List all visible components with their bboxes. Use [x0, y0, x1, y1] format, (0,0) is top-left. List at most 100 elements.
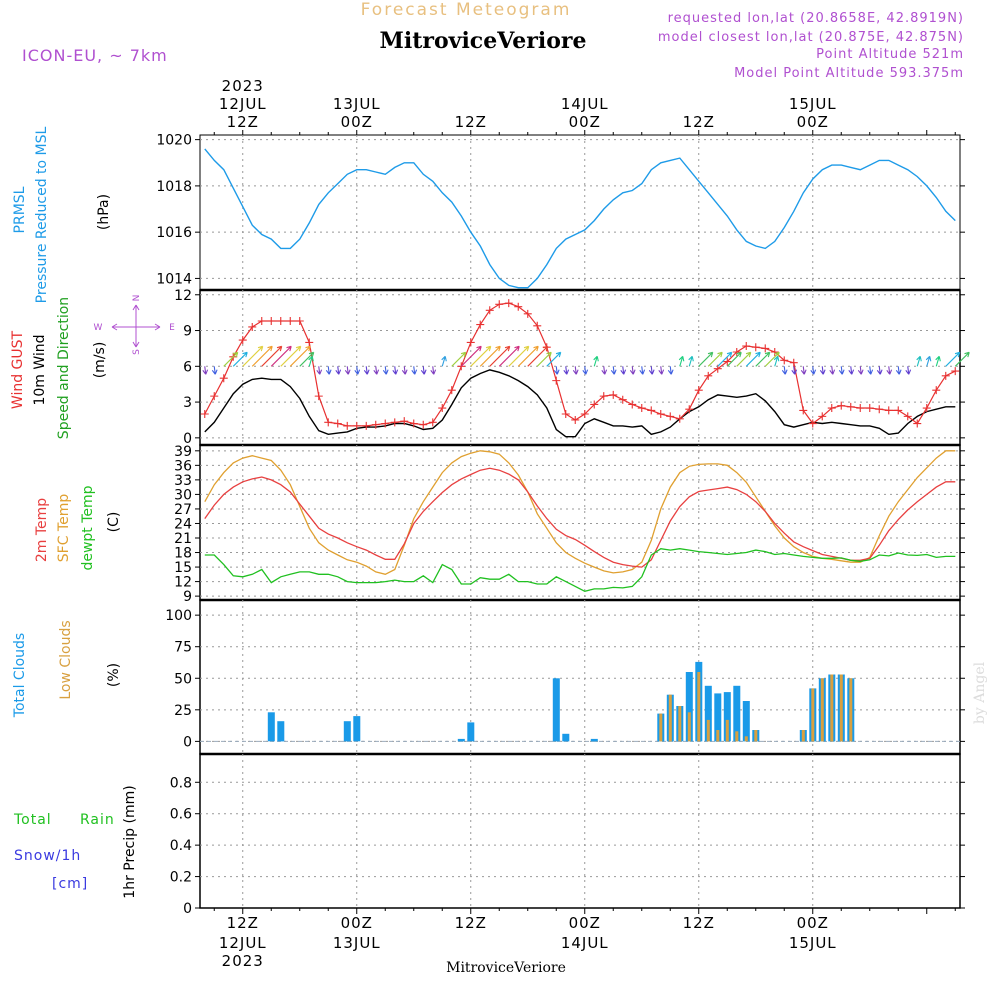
wind-direction-arrow — [289, 345, 311, 367]
wind-direction-arrow — [745, 351, 761, 367]
wind-direction-arrow — [354, 366, 361, 375]
gust-marker — [571, 415, 580, 424]
wind-direction-arrow — [667, 366, 674, 375]
y-tick-label: 1020 — [156, 133, 192, 149]
total-cloud-bar — [723, 692, 731, 742]
top-time-label: 14JUL — [561, 95, 609, 113]
y-tick-label: 75 — [174, 640, 192, 656]
precip-axis-label: 1hr Precip (mm) — [122, 785, 138, 898]
compass-east: E — [169, 323, 175, 333]
top-time-label: 12Z — [227, 113, 259, 131]
wind-direction-arrow — [572, 366, 579, 375]
temp-unit: (C) — [106, 512, 122, 533]
wind-direction-arrow — [470, 345, 492, 367]
bottom-time-label: 12Z — [455, 914, 487, 932]
low-cloud-bar — [735, 731, 739, 742]
gust-marker — [419, 420, 428, 429]
gust-marker — [951, 367, 960, 376]
gust-marker — [219, 374, 228, 383]
product-title: Forecast Meteogram — [361, 0, 572, 20]
gust-marker — [552, 376, 561, 385]
compass-north: N — [132, 295, 142, 302]
gust-marker — [352, 421, 361, 430]
wind-direction-arrow — [773, 355, 780, 367]
y-tick-label: 0 — [183, 431, 192, 447]
top-time-label: 00Z — [797, 113, 829, 131]
wind-direction-arrow — [620, 366, 627, 375]
gust-marker — [884, 406, 893, 415]
wind-direction-arrow — [270, 345, 292, 367]
low-cloud-bar — [687, 712, 691, 742]
total-cloud-bar — [733, 685, 741, 742]
gust-marker — [333, 419, 342, 428]
precip-cm-label: [cm] — [52, 876, 88, 892]
y-tick-label: 9 — [183, 324, 192, 340]
y-tick-label: 25 — [174, 703, 192, 719]
bottom-time-label: 12Z — [683, 914, 715, 932]
footer-station: MitroviceVeriore — [446, 960, 566, 976]
y-tick-label: 0.8 — [170, 775, 192, 791]
wind-direction-arrow — [916, 355, 922, 367]
wind-direction-arrow — [251, 345, 273, 367]
gust-marker — [894, 406, 903, 415]
gust-marker — [808, 419, 817, 428]
wind-direction-arrow — [546, 351, 562, 367]
gust-marker — [723, 357, 732, 366]
gust-marker — [343, 421, 352, 430]
wind-direction-arrow — [717, 351, 733, 367]
wind-unit: (m/s) — [92, 342, 108, 379]
wind-direction-arrow — [945, 351, 961, 367]
y-tick-label: 0 — [183, 734, 192, 750]
closest-coords: model closest lon,lat (20.875E, 42.875N) — [658, 30, 964, 45]
gust-marker — [865, 404, 874, 413]
wind-direction-arrow — [242, 345, 264, 367]
gust-marker — [286, 317, 295, 325]
gust-marker — [580, 410, 589, 418]
total-cloud-bar — [267, 712, 275, 742]
gust-marker — [637, 404, 646, 413]
wind-direction-arrow — [392, 366, 399, 375]
gust-marker — [827, 404, 836, 413]
credit: by Angel — [972, 661, 988, 724]
y-tick-label: 100 — [165, 608, 192, 624]
bottom-time-label: 00Z — [569, 914, 601, 932]
wind-direction-arrow — [460, 345, 482, 367]
gust-marker — [618, 395, 627, 404]
dewpt-line — [204, 548, 956, 592]
gust-marker — [210, 392, 219, 401]
wind-direction-arrow — [935, 355, 941, 367]
gust-marker — [628, 400, 637, 409]
total-cloud-bar — [590, 738, 598, 742]
wind-direction-arrow — [316, 366, 323, 375]
bottom-time-label: 13JUL — [333, 934, 381, 952]
gust-marker — [609, 390, 618, 399]
wind-direction-arrow — [658, 366, 665, 375]
sfc-temp-line — [204, 450, 956, 575]
gust-marker — [761, 344, 770, 353]
low-cloud-bar — [811, 688, 815, 742]
gust-marker — [599, 392, 608, 401]
wind-direction-arrow — [211, 366, 218, 375]
wind-speed-line — [204, 369, 956, 438]
model-label: ICON-EU, ~ 7km — [22, 46, 168, 65]
wind-direction-arrow — [593, 355, 599, 367]
top-time-label: 12Z — [455, 113, 487, 131]
gust-marker — [362, 421, 371, 430]
pressure-unit: (hPa) — [96, 194, 112, 230]
plot-layers — [200, 148, 970, 742]
y-tick-label: 3 — [183, 395, 192, 411]
compass-west: W — [94, 323, 103, 333]
gust-marker — [780, 356, 789, 365]
wind-direction-arrow — [382, 366, 389, 375]
gust-marker — [314, 392, 323, 401]
total-cloud-bar — [685, 672, 693, 742]
wind-direction-arrow — [610, 366, 617, 375]
top-time-label: 00Z — [341, 113, 373, 131]
wind-gust-label: Wind GUST — [10, 330, 26, 409]
wind-direction-arrow — [925, 355, 932, 367]
gust-marker — [295, 317, 304, 325]
bottom-time-label: 2023 — [222, 952, 264, 970]
low-cloud-bar — [668, 694, 672, 742]
